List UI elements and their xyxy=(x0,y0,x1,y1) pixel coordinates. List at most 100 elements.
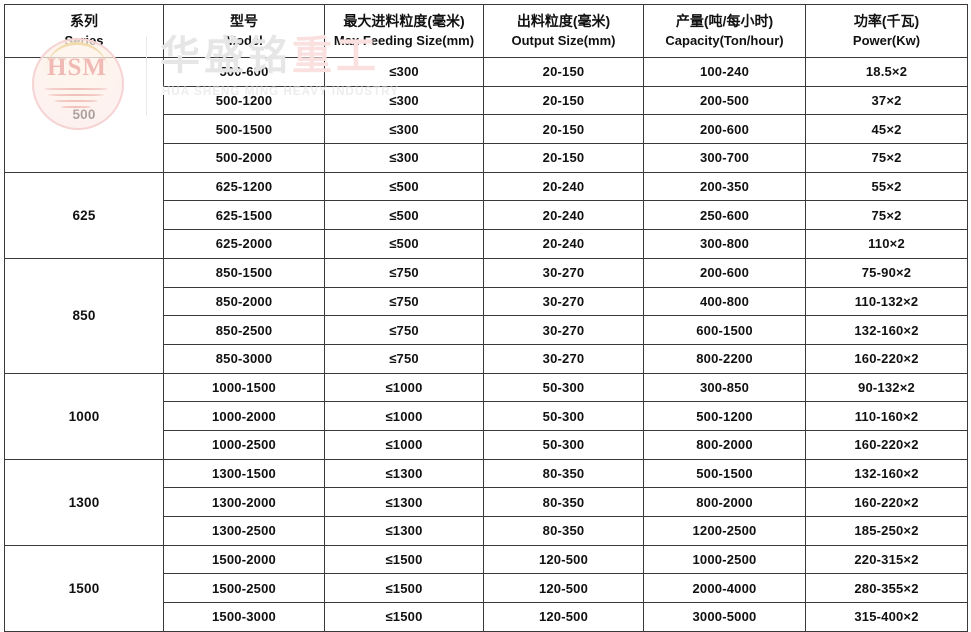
model-cell: 1000-1500 xyxy=(163,372,325,403)
power-cell: 75×2 xyxy=(805,200,968,231)
capacity-cell-value: 2000-4000 xyxy=(692,580,757,596)
table-row: 625-1500 ≤500 20-240 250-600 75×2 xyxy=(5,200,968,231)
capacity-cell: 800-2200 xyxy=(643,343,806,374)
output-size-cell: 80-350 xyxy=(483,487,644,517)
table-row: 500 500-600 ≤300 20-150 100-240 18.5×2 xyxy=(4,57,968,173)
power-cell-value: 160-220×2 xyxy=(854,437,919,453)
model-cell: 625-1200 xyxy=(163,171,325,202)
max-feeding-size-cell-value: ≤750 xyxy=(389,351,419,367)
power-cell-value: 75×2 xyxy=(871,150,902,166)
capacity-cell-value: 600-1500 xyxy=(696,322,753,338)
table-row: 500-1200 ≤300 20-150 200-500 37×2 xyxy=(5,85,968,116)
power-cell-value: 110-132×2 xyxy=(854,293,919,309)
series-cell: 850 xyxy=(4,257,164,374)
power-cell-value: 37×2 xyxy=(871,93,902,109)
capacity-cell-value: 3000-5000 xyxy=(692,609,757,625)
power-cell: 55×2 xyxy=(805,171,968,202)
output-size-cell-value: 120-500 xyxy=(538,580,589,596)
model-cell-value: 625-1500 xyxy=(215,207,273,223)
capacity-cell: 200-600 xyxy=(643,114,806,145)
capacity-cell-value: 400-800 xyxy=(699,293,750,309)
column-header-output-size: 出料粒度(毫米) Output Size(mm) xyxy=(483,4,644,58)
output-size-cell-value: 80-350 xyxy=(542,494,585,510)
max-feeding-size-cell: ≤300 xyxy=(324,143,484,173)
max-feeding-size-cell: ≤1500 xyxy=(324,602,484,632)
power-cell-value: 220-315×2 xyxy=(854,552,919,568)
output-size-cell: 20-240 xyxy=(483,200,644,231)
model-cell: 500-600 xyxy=(163,57,325,87)
output-size-cell-value: 30-270 xyxy=(542,351,585,367)
model-cell: 1500-3000 xyxy=(163,602,325,632)
capacity-cell: 200-500 xyxy=(643,85,806,116)
max-feeding-size-cell: ≤500 xyxy=(324,229,484,259)
output-size-cell: 20-150 xyxy=(483,85,644,116)
table-row: 625 625-1200 ≤500 20-240 200-350 55×2 xyxy=(4,171,968,259)
power-cell-value: 315-400×2 xyxy=(854,609,919,625)
series-value: 850 xyxy=(72,308,96,324)
power-cell: 110-160×2 xyxy=(805,401,968,431)
column-header-power-en: Power(Kw) xyxy=(852,32,921,48)
capacity-cell: 250-600 xyxy=(643,200,806,231)
output-size-cell-value: 20-150 xyxy=(542,150,585,166)
power-cell: 160-220×2 xyxy=(805,487,968,517)
power-cell-value: 75×2 xyxy=(871,207,902,223)
max-feeding-size-cell-value: ≤300 xyxy=(389,150,419,166)
max-feeding-size-cell: ≤750 xyxy=(324,343,484,374)
model-cell: 1000-2500 xyxy=(163,429,325,460)
model-cell-value: 850-2000 xyxy=(215,293,273,309)
model-cell-value: 1300-2000 xyxy=(212,494,276,510)
output-size-cell: 20-240 xyxy=(483,229,644,259)
max-feeding-size-cell-value: ≤1000 xyxy=(385,437,423,453)
power-cell-value: 160-220×2 xyxy=(854,351,919,367)
capacity-cell: 600-1500 xyxy=(643,315,806,345)
model-cell: 1500-2000 xyxy=(163,544,325,575)
max-feeding-size-cell-value: ≤300 xyxy=(389,64,419,80)
capacity-cell-value: 800-2000 xyxy=(696,494,753,510)
power-cell: 160-220×2 xyxy=(805,343,968,374)
model-cell-value: 850-3000 xyxy=(215,351,273,367)
power-cell-value: 160-220×2 xyxy=(854,494,919,510)
output-size-cell: 50-300 xyxy=(483,372,644,403)
power-cell: 315-400×2 xyxy=(805,602,968,632)
output-size-cell-value: 120-500 xyxy=(538,552,589,568)
column-header-capacity-cn: 产量(吨/每小时) xyxy=(675,13,774,30)
table-row: 850 850-1500 ≤750 30-270 200-600 75-90×2 xyxy=(4,257,968,374)
series-cell: 1000 xyxy=(4,372,164,460)
model-cell: 1000-2000 xyxy=(163,401,325,431)
max-feeding-size-cell-value: ≤1500 xyxy=(385,580,423,596)
max-feeding-size-cell-value: ≤300 xyxy=(389,93,419,109)
output-size-cell: 20-150 xyxy=(483,114,644,145)
model-cell-value: 625-2000 xyxy=(215,236,273,252)
model-cell: 1300-1500 xyxy=(163,458,325,489)
output-size-cell: 50-300 xyxy=(483,401,644,431)
spec-table-container: 系列 Series 型号 Model 最大进料粒度(毫米) Max Feedin… xyxy=(4,4,968,632)
output-size-cell-value: 80-350 xyxy=(542,465,585,481)
output-size-cell-value: 20-240 xyxy=(542,236,585,252)
max-feeding-size-cell-value: ≤750 xyxy=(389,322,419,338)
power-cell-value: 280-355×2 xyxy=(854,580,919,596)
output-size-cell-value: 80-350 xyxy=(542,523,585,539)
model-cell: 500-1500 xyxy=(163,114,325,145)
max-feeding-size-cell-value: ≤500 xyxy=(389,207,419,223)
power-cell: 185-250×2 xyxy=(805,516,968,546)
max-feeding-size-cell-value: ≤500 xyxy=(389,179,419,195)
power-cell: 110×2 xyxy=(805,229,968,259)
power-cell-value: 110-160×2 xyxy=(854,408,919,424)
power-cell-value: 90-132×2 xyxy=(858,379,915,395)
table-row: 500-1500 ≤300 20-150 200-600 45×2 xyxy=(5,114,968,145)
table-row: 1000-2000 ≤1000 50-300 500-1200 110-160×2 xyxy=(5,401,968,431)
power-cell: 90-132×2 xyxy=(805,372,968,403)
capacity-cell-value: 300-700 xyxy=(699,150,750,166)
output-size-cell: 20-150 xyxy=(483,143,644,173)
table-row: 1300 1300-1500 ≤1300 80-350 500-1500 132-160×… xyxy=(4,458,968,546)
capacity-cell-value: 1200-2500 xyxy=(692,523,757,539)
capacity-cell: 400-800 xyxy=(643,286,806,317)
model-cell: 850-3000 xyxy=(163,343,325,374)
series-value: 625 xyxy=(72,207,96,223)
output-size-cell: 50-300 xyxy=(483,429,644,460)
max-feeding-size-cell-value: ≤1000 xyxy=(385,379,423,395)
output-size-cell: 20-240 xyxy=(483,171,644,202)
column-header-output-size-en: Output Size(mm) xyxy=(511,32,616,48)
model-cell: 850-1500 xyxy=(163,257,325,288)
model-cell-value: 1300-2500 xyxy=(212,523,276,539)
